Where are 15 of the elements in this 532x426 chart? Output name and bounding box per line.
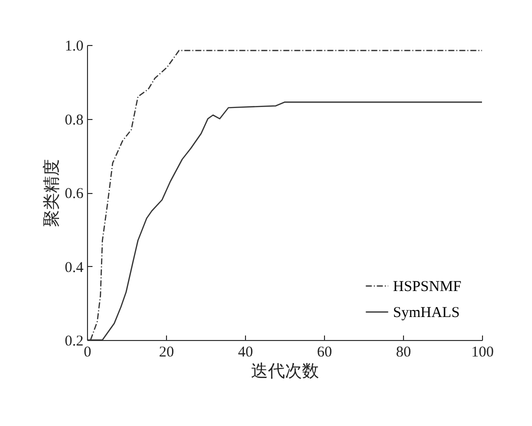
x-tick-label: 0 bbox=[84, 344, 92, 360]
y-tick-label: 0.4 bbox=[64, 260, 84, 276]
x-tick-label: 80 bbox=[396, 344, 411, 360]
legend-label: SymHALS bbox=[393, 305, 460, 321]
x-tick-label: 60 bbox=[317, 344, 332, 360]
x-tick-label: 40 bbox=[238, 344, 253, 360]
y-tick-label: 1.0 bbox=[64, 38, 84, 54]
x-tick-label: 20 bbox=[159, 344, 174, 360]
y-tick-label: 0.8 bbox=[64, 112, 84, 128]
x-tick-label: 100 bbox=[471, 344, 494, 360]
x-axis-title: 迭代次数 bbox=[251, 362, 319, 380]
y-tick-label: 0.2 bbox=[64, 334, 84, 350]
y-axis-title: 聚类精度 bbox=[42, 159, 61, 227]
legend-label: HSPSNMF bbox=[393, 279, 462, 295]
y-tick-label: 0.6 bbox=[64, 186, 84, 202]
